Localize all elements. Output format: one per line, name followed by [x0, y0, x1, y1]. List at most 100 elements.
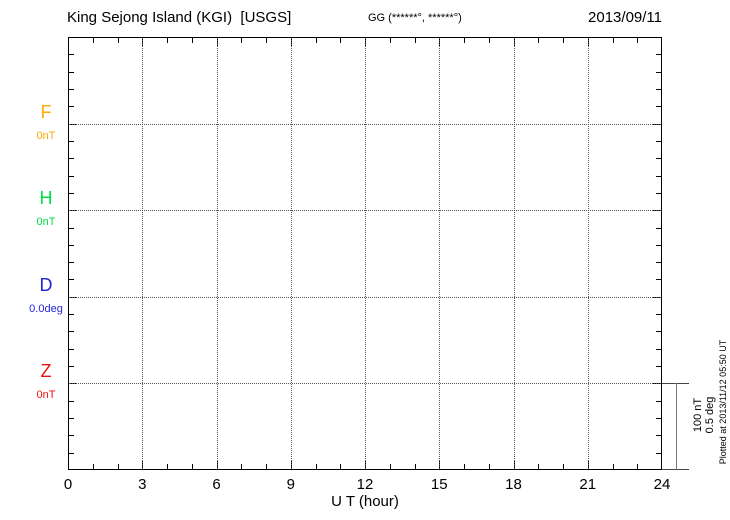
axis-tick-bottom: [464, 464, 465, 469]
component-baseline-gridline: [69, 124, 661, 125]
scale-bar-deg: 0.5 deg: [704, 396, 716, 434]
axis-tick-top: [464, 38, 465, 43]
x-tick-label: 12: [356, 476, 374, 493]
component-F-label: F: [40, 101, 52, 122]
axis-tick-top: [489, 38, 490, 43]
axis-tick-left: [69, 54, 74, 55]
axis-tick-top: [316, 38, 317, 43]
axis-tick-right: [656, 453, 661, 454]
axis-tick-top: [340, 38, 341, 43]
axis-tick-bottom: [167, 464, 168, 469]
axis-tick-left: [69, 401, 74, 402]
axis-tick-left: [69, 453, 74, 454]
axis-tick-right: [656, 366, 661, 367]
axis-tick-top: [93, 38, 94, 43]
axis-tick-left: [69, 72, 74, 73]
axis-tick-top: [241, 38, 242, 43]
axis-tick-top: [637, 38, 638, 43]
axis-tick-left: [69, 176, 74, 177]
axis-tick-top: [415, 38, 416, 43]
axis-tick-bottom: [613, 464, 614, 469]
axis-tick-right: [656, 418, 661, 419]
axis-tick-right: [656, 89, 661, 90]
x-tick-label: 21: [579, 476, 597, 493]
component-Z-value: 0nT: [36, 389, 56, 402]
component-D-value: 0.0deg: [29, 302, 63, 315]
axis-tick-bottom: [489, 464, 490, 469]
gridline-vertical: [514, 38, 515, 469]
component-H-value: 0nT: [36, 216, 56, 229]
gridline-vertical: [142, 38, 143, 469]
axis-tick-left: [69, 435, 74, 436]
component-H-label: H: [39, 188, 53, 209]
axis-tick-right: [656, 314, 661, 315]
axis-tick-right: [656, 262, 661, 263]
axis-tick-right: [656, 228, 661, 229]
axis-tick-left: [69, 89, 74, 90]
axis-tick-left: [69, 418, 74, 419]
axis-tick-right: [656, 349, 661, 350]
x-tick-label: 0: [63, 476, 73, 493]
axis-tick-right: [656, 72, 661, 73]
axis-tick-right: [656, 279, 661, 280]
axis-tick-left: [69, 279, 74, 280]
component-H: H 0nT: [18, 188, 74, 228]
axis-tick-top: [538, 38, 539, 43]
axis-tick-left: [69, 141, 74, 142]
axis-tick-top: [118, 38, 119, 43]
component-baseline-gridline: [69, 210, 661, 211]
axis-tick-bottom: [118, 464, 119, 469]
component-baseline-gridline: [69, 297, 661, 298]
axis-tick-top: [167, 38, 168, 43]
axis-tick-left: [69, 331, 74, 332]
axis-tick-top: [613, 38, 614, 43]
gridline-vertical: [365, 38, 366, 469]
component-Z: Z 0nT: [18, 361, 74, 401]
plot-timestamp-footnote: Plotted at 2013/11/12 05:50 UT: [718, 339, 728, 465]
axis-tick-bottom: [93, 464, 94, 469]
axis-tick-bottom: [390, 464, 391, 469]
axis-tick-right: [656, 141, 661, 142]
axis-tick-top: [192, 38, 193, 43]
gridline-vertical: [217, 38, 218, 469]
axis-tick-right: [656, 435, 661, 436]
axis-tick-bottom: [415, 464, 416, 469]
axis-tick-left: [69, 314, 74, 315]
page-title: King Sejong Island (KGI) [USGS]: [67, 9, 292, 26]
x-tick-label: 15: [430, 476, 448, 493]
axis-tick-bottom: [192, 464, 193, 469]
axis-tick-left: [69, 262, 74, 263]
scale-bar-cap-bottom: [662, 469, 689, 470]
component-Z-label: Z: [40, 361, 52, 382]
gridline-vertical: [291, 38, 292, 469]
axis-tick-right: [656, 106, 661, 107]
axis-tick-bottom: [637, 464, 638, 469]
axis-tick-left: [69, 245, 74, 246]
axis-tick-right: [656, 193, 661, 194]
axis-tick-right: [656, 176, 661, 177]
axis-tick-left: [69, 366, 74, 367]
scale-bar-nt: 100 nT: [692, 397, 704, 433]
axis-tick-top: [266, 38, 267, 43]
geographic-coordinates: GG (******°, ******°): [368, 12, 462, 24]
axis-tick-right: [656, 401, 661, 402]
axis-tick-bottom: [241, 464, 242, 469]
x-tick-label: 18: [505, 476, 522, 493]
axis-tick-bottom: [563, 464, 564, 469]
axis-tick-bottom: [266, 464, 267, 469]
x-tick-label: 6: [212, 476, 221, 493]
axis-tick-left: [69, 158, 74, 159]
x-tick-label: 3: [138, 476, 147, 493]
component-F-value: 0nT: [36, 129, 56, 142]
component-D-label: D: [39, 274, 53, 295]
x-axis-title: U T (hour): [331, 493, 399, 510]
axis-tick-bottom: [316, 464, 317, 469]
axis-tick-top: [390, 38, 391, 43]
axis-tick-right: [656, 54, 661, 55]
component-F: F 0nT: [18, 102, 74, 142]
component-D: D 0.0deg: [18, 275, 74, 315]
axis-tick-top: [563, 38, 564, 43]
scale-bar-line: [676, 383, 677, 470]
component-baseline-gridline: [69, 383, 661, 384]
